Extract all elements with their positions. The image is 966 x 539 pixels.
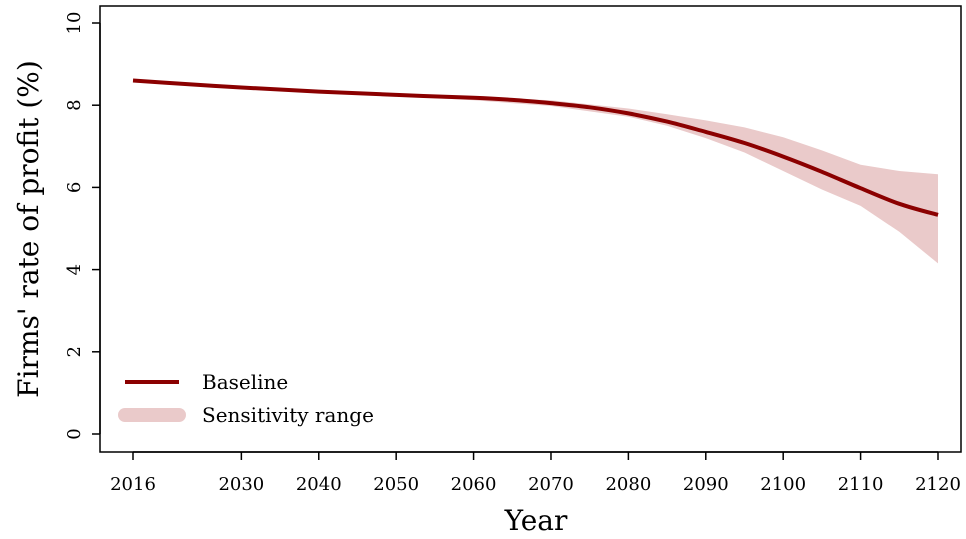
x-tick-label: 2040 [296,474,342,495]
x-tick-label: 2080 [605,474,651,495]
sensitivity-band-layer [133,80,938,264]
y-tick-label: 2 [64,346,85,357]
legend-label-baseline: Baseline [202,370,288,394]
x-axis-ticks: 2016 2030 2040 2050 2060 2070 2080 2090 2100 2110… [110,452,961,495]
baseline-line [132,78,939,217]
x-tick-label: 2090 [683,474,729,495]
x-tick-label: 2120 [915,474,961,495]
x-tick-label: 2110 [838,474,884,495]
y-tick-label: 6 [64,182,85,193]
y-axis-ticks: 0 2 4 6 8 10 [64,12,100,440]
legend: Baseline Sensitivity range [118,370,374,427]
baseline-line-layer [132,78,939,217]
y-tick-label: 10 [64,12,85,35]
x-tick-label: 2070 [528,474,574,495]
x-tick-label: 2016 [110,474,156,495]
x-tick-label: 2050 [373,474,419,495]
legend-label-sensitivity: Sensitivity range [202,403,374,427]
x-tick-label: 2100 [760,474,806,495]
plot-frame [99,5,962,453]
sensitivity-band [133,80,938,264]
y-tick-label: 0 [64,428,85,439]
y-tick-label: 4 [64,264,85,275]
y-axis-title: Firms' rate of profit (%) [12,60,45,398]
x-tick-label: 2030 [218,474,264,495]
x-axis-title: Year [504,504,568,537]
x-tick-label: 2060 [451,474,497,495]
y-tick-label: 8 [64,99,85,110]
